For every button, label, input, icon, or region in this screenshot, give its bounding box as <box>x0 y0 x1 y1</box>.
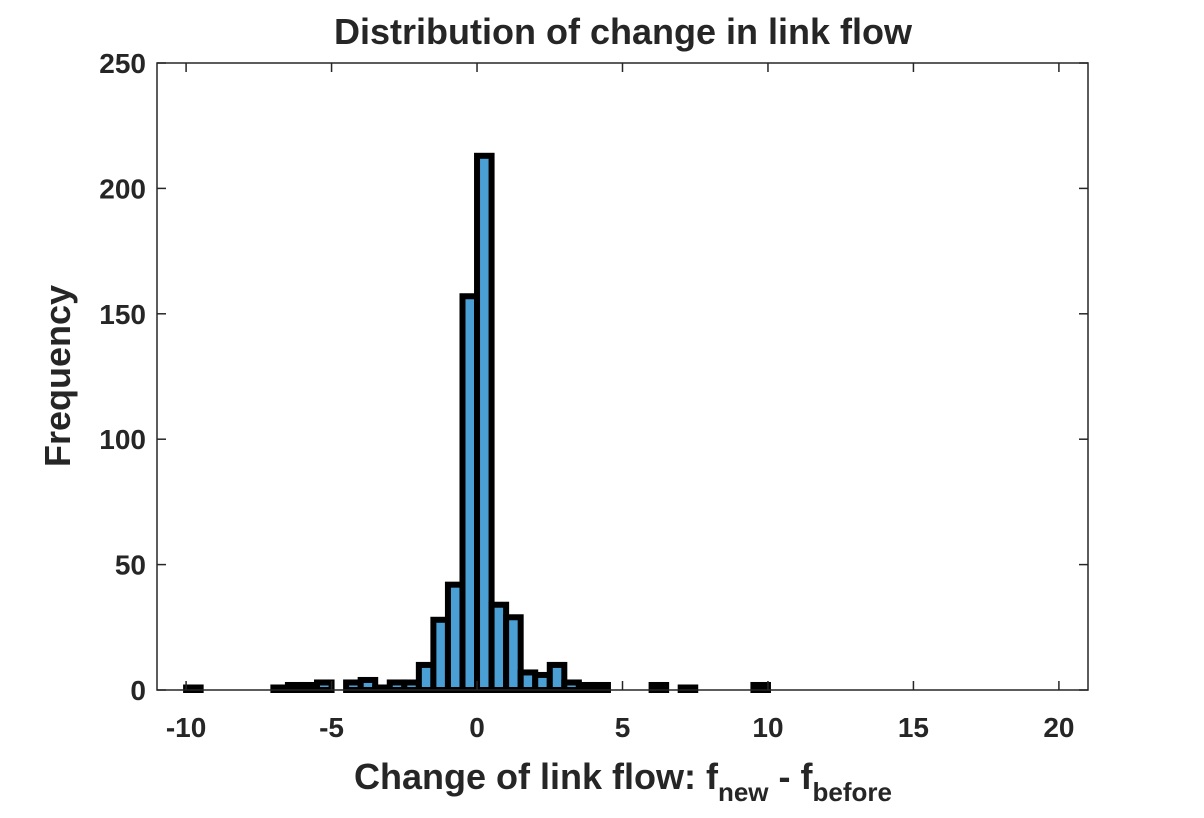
x-tick-label: -5 <box>319 712 344 743</box>
bars-group <box>183 152 771 694</box>
y-tick-label: 200 <box>99 173 146 204</box>
x-tick-label: 5 <box>615 712 631 743</box>
plot-area-frame <box>156 62 1089 691</box>
histogram-bar <box>750 681 771 694</box>
y-tick-label: 150 <box>99 299 146 330</box>
x-tick-label: -10 <box>166 712 206 743</box>
x-axis-label-middle: - f <box>769 756 814 797</box>
x-axis-label-sub-new: new <box>718 777 769 807</box>
y-axis-label: Frequency <box>37 285 78 467</box>
histogram-bar <box>314 679 335 694</box>
y-tick-label: 0 <box>130 675 146 706</box>
y-tick-label: 100 <box>99 424 146 455</box>
y-tick-label: 50 <box>115 550 146 581</box>
x-tick-label: 20 <box>1043 712 1074 743</box>
histogram-bar <box>590 681 611 694</box>
x-tick-label: 15 <box>898 712 929 743</box>
y-tick-label: 250 <box>99 48 146 79</box>
x-axis-label: Change of link flow: fnew - fbefore <box>354 756 892 807</box>
histogram-bar <box>648 681 670 694</box>
x-tick-label: 0 <box>469 712 485 743</box>
chart-title: Distribution of change in link flow <box>334 11 913 52</box>
x-tick-label: 10 <box>752 712 783 743</box>
x-axis-label-prefix: Change of link flow: f <box>354 756 719 797</box>
x-axis-label-sub-before: before <box>813 777 892 807</box>
